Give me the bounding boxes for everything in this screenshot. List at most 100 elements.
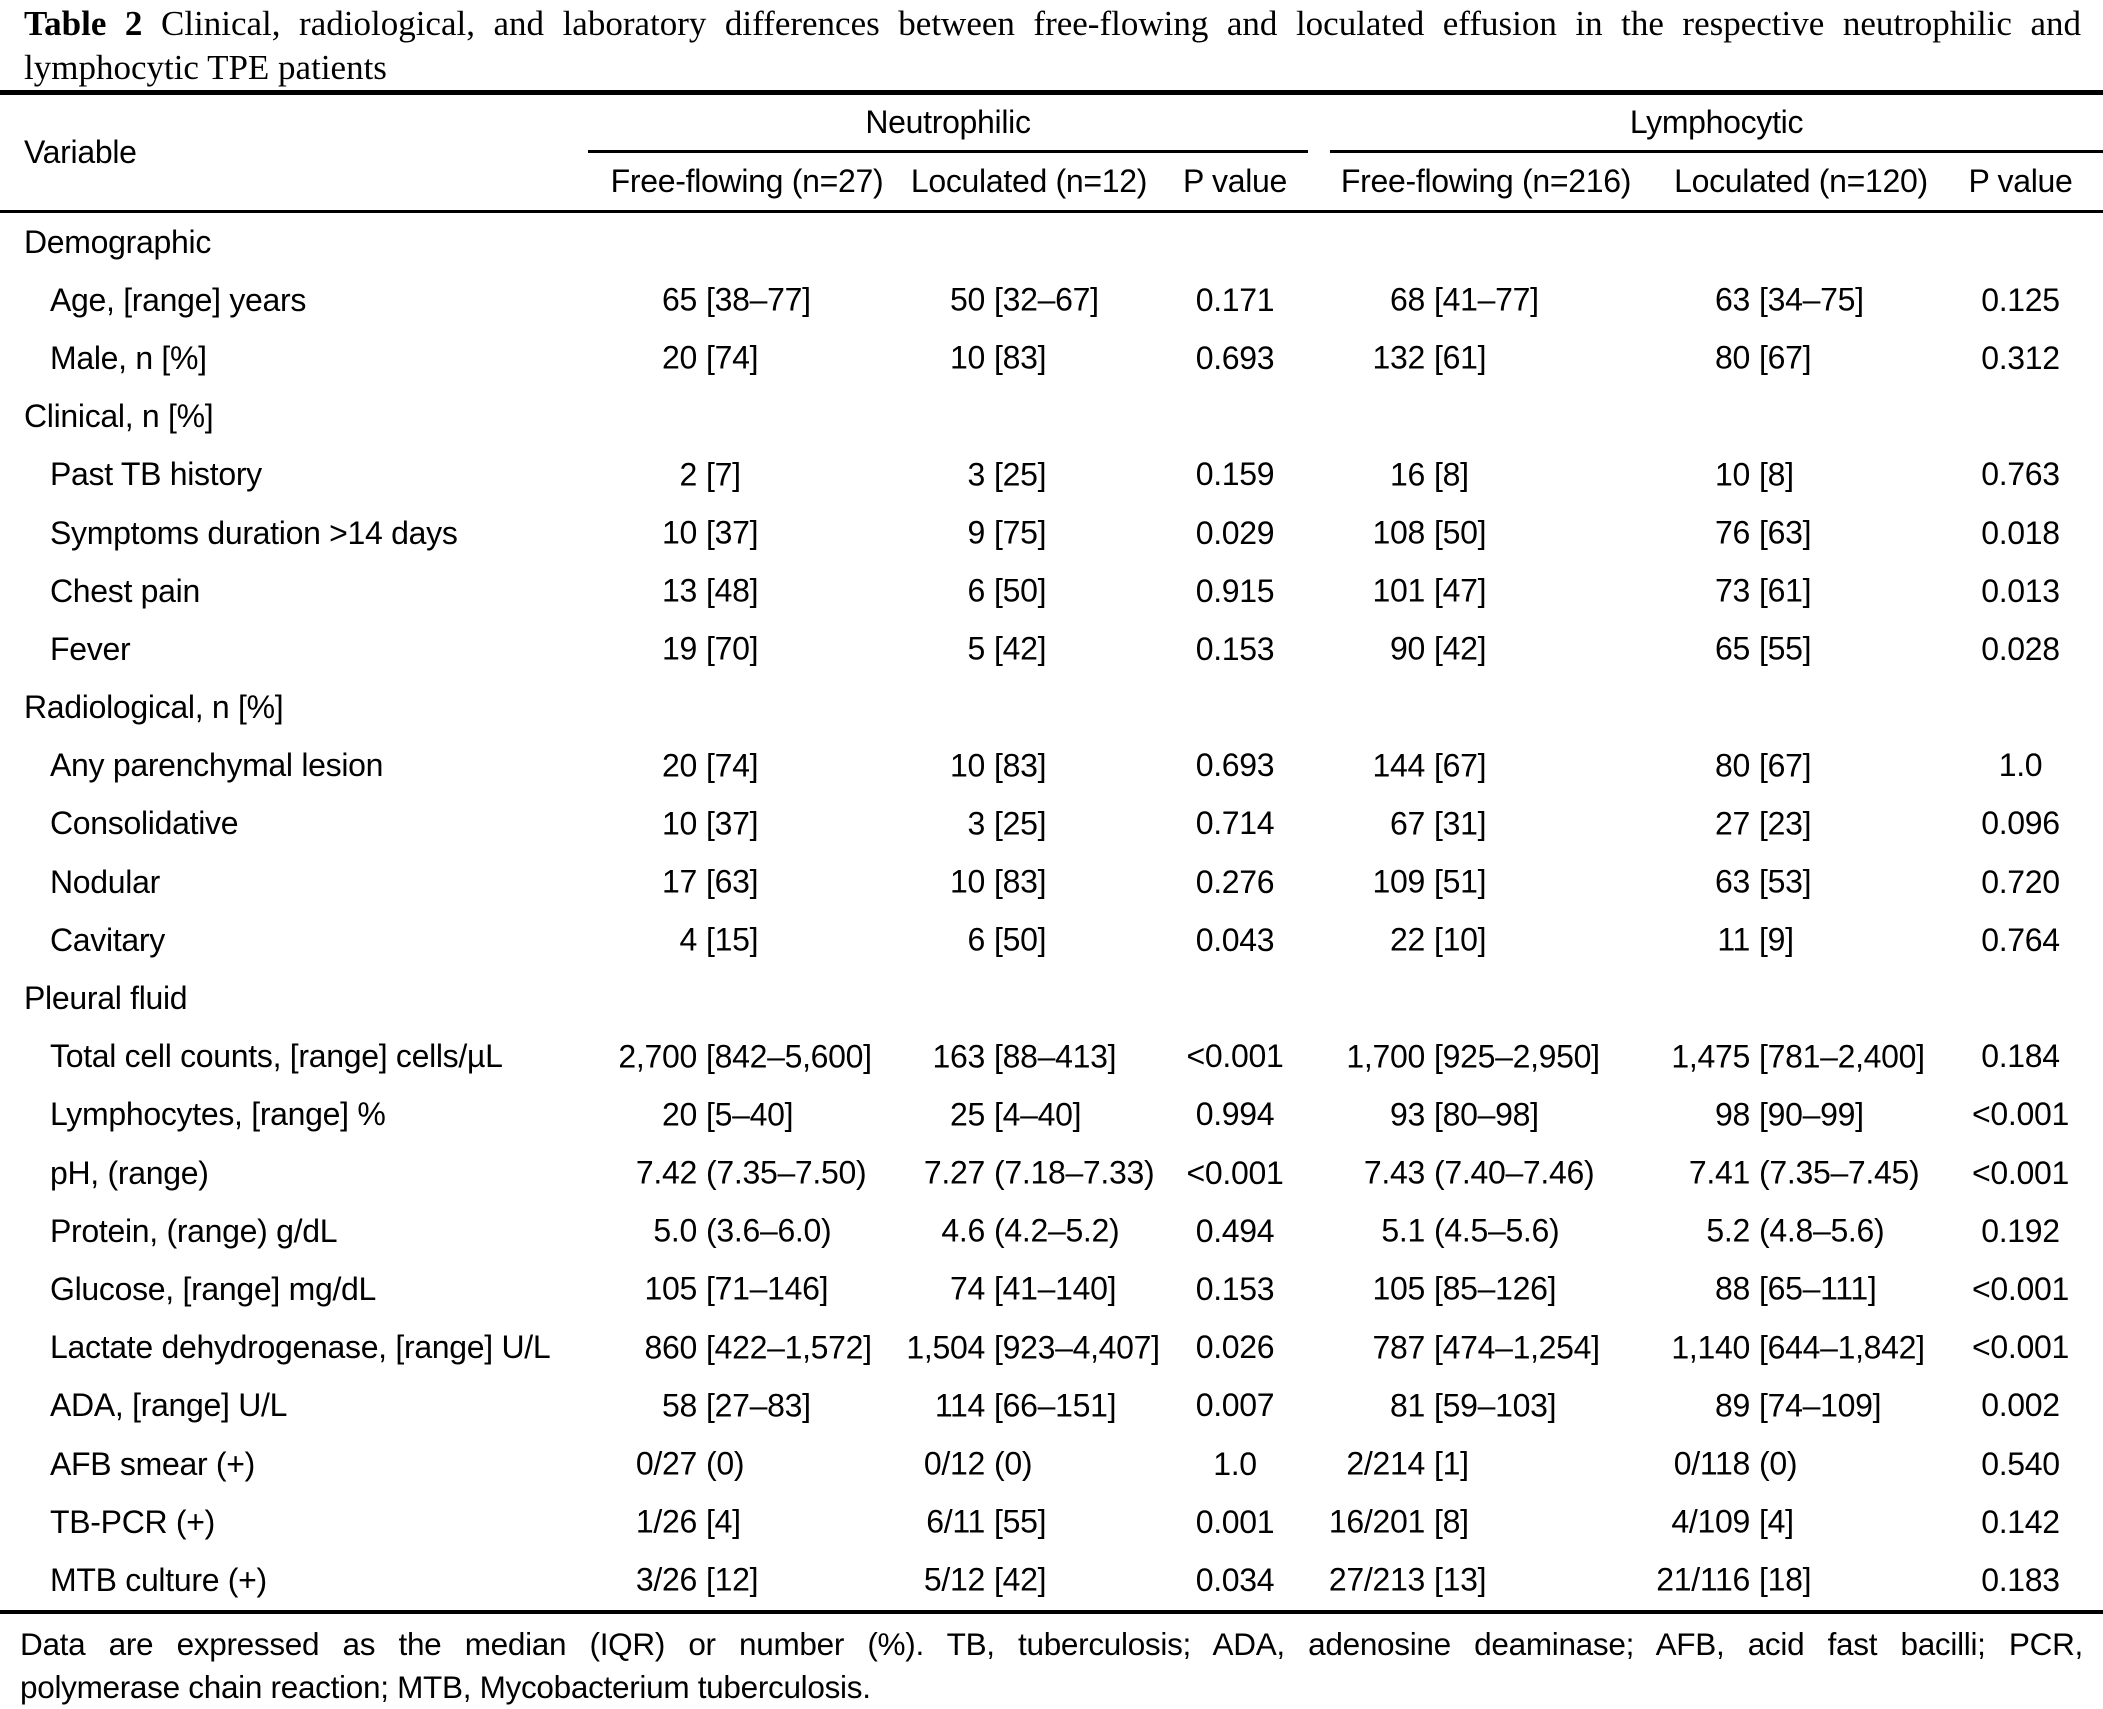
cell-lymphocytic-pvalue: <0.001 <box>1972 1329 2069 1366</box>
cell-number: 10 <box>1715 456 1750 493</box>
cell-number: 98 <box>1715 1096 1750 1133</box>
cell-neutrophilic-free-flowing: 65 [38–77] <box>598 271 896 329</box>
cell-range: [13] <box>1434 1561 1487 1598</box>
cell-lymphocytic-loculated: 10 [8] <box>1664 446 1938 504</box>
cell-number: 67 <box>1390 805 1425 842</box>
cell-number: 2/214 <box>1346 1445 1425 1482</box>
cell-range: [50] <box>1434 514 1487 551</box>
cell-number: 19 <box>662 630 697 667</box>
cell-number: 88 <box>1715 1270 1750 1307</box>
cell-range: [42] <box>1434 630 1487 667</box>
cell-lymphocytic-pvalue: <0.001 <box>1972 1096 2069 1133</box>
cell-number: 860 <box>644 1329 698 1366</box>
cell-number: 65 <box>1715 630 1750 667</box>
cell-range: [8] <box>1759 456 1794 493</box>
table-row: Chest pain 13 [48] 6 [50] 0.915 101 [47] 73… <box>0 562 2103 620</box>
cell-number: 58 <box>662 1387 697 1424</box>
cell-neutrophilic-pvalue: 0.714 <box>1195 805 1275 842</box>
cell-range: [70] <box>706 630 759 667</box>
cell-number: 787 <box>1372 1329 1426 1366</box>
cell-lymphocytic-free-flowing: 144 [67] <box>1308 737 1664 795</box>
cell-range: [88–413] <box>994 1038 1117 1075</box>
col-header-lymphocytic-loculated: Loculated (n=120) <box>1674 163 1928 199</box>
cell-number: 3 <box>967 805 986 842</box>
table-row: Fever 19 [70] 5 [42] 0.153 90 [42] 65 [55] 0… <box>0 620 2103 678</box>
cell-lymphocytic-free-flowing: 67 [31] <box>1308 795 1664 853</box>
row-label: Consolidative <box>50 805 239 842</box>
cell-neutrophilic-pvalue: 1.0 <box>1213 1445 1257 1482</box>
cell-lymphocytic-loculated: 76 [63] <box>1664 504 1938 562</box>
table-header: Variable Neutrophilic Lymphocytic Free-f… <box>0 90 2103 213</box>
row-label: Cavitary <box>50 921 165 958</box>
cell-number: 20 <box>662 747 697 784</box>
table-caption: Table 2 Clinical, radiological, and labo… <box>0 0 2103 90</box>
table-row: Radiological, n [%] <box>0 679 2103 737</box>
cell-range: [37] <box>706 805 759 842</box>
cell-lymphocytic-free-flowing: 16/201 [8] <box>1308 1493 1664 1551</box>
cell-lymphocytic-pvalue: 0.028 <box>1981 630 2060 667</box>
cell-lymphocytic-pvalue: 0.540 <box>1981 1445 2060 1482</box>
cell-number: 9 <box>967 514 986 551</box>
cell-range: [48] <box>706 572 759 609</box>
cell-lymphocytic-pvalue: 0.018 <box>1981 514 2060 551</box>
cell-range: (7.18–7.33) <box>994 1154 1155 1191</box>
row-label: AFB smear (+) <box>50 1445 256 1482</box>
row-label: Fever <box>50 630 131 667</box>
cell-number: 20 <box>662 1096 697 1133</box>
cell-range: [923–4,407] <box>994 1329 1160 1366</box>
row-label: Nodular <box>50 863 160 900</box>
cell-neutrophilic-loculated: 0/12 (0) <box>896 1435 1162 1493</box>
cell-lymphocytic-loculated: 98 [90–99] <box>1664 1086 1938 1144</box>
cell-neutrophilic-loculated: 6/11 [55] <box>896 1493 1162 1551</box>
cell-range: [50] <box>994 921 1047 958</box>
cell-number: 80 <box>1715 747 1750 784</box>
table-row: ADA, [range] U/L 58 [27–83] 114 [66–151] 0… <box>0 1377 2103 1435</box>
cell-number: 163 <box>932 1038 986 1075</box>
cell-neutrophilic-free-flowing: 58 [27–83] <box>598 1377 896 1435</box>
cell-neutrophilic-free-flowing: 7.42 (7.35–7.50) <box>598 1144 896 1202</box>
cell-number: 3/26 <box>635 1561 697 1598</box>
cell-range: (7.40–7.46) <box>1434 1154 1595 1191</box>
cell-number: 0/12 <box>923 1445 985 1482</box>
row-label: Protein, (range) g/dL <box>50 1212 338 1249</box>
cell-range: [61] <box>1434 339 1487 376</box>
cell-range: [644–1,842] <box>1759 1329 1925 1366</box>
cell-lymphocytic-pvalue: 0.142 <box>1981 1503 2060 1540</box>
cell-lymphocytic-free-flowing: 93 [80–98] <box>1308 1086 1664 1144</box>
cell-range: [5–40] <box>706 1096 794 1133</box>
cell-lymphocytic-pvalue: 0.184 <box>1981 1038 2060 1075</box>
cell-number: 4 <box>679 921 698 958</box>
cell-range: [31] <box>1434 805 1487 842</box>
cell-range: [7] <box>706 456 741 493</box>
cell-neutrophilic-free-flowing: 10 [37] <box>598 504 896 562</box>
cell-range: [781–2,400] <box>1759 1038 1925 1075</box>
row-label: Lymphocytes, [range] % <box>50 1096 386 1133</box>
cell-number: 0/27 <box>635 1445 697 1482</box>
cell-range: [75] <box>994 514 1047 551</box>
cell-lymphocytic-free-flowing: 16 [8] <box>1308 446 1664 504</box>
cell-neutrophilic-pvalue: 0.007 <box>1195 1387 1275 1424</box>
table-row: Symptoms duration >14 days 10 [37] 9 [75] … <box>0 504 2103 562</box>
cell-neutrophilic-pvalue: 0.153 <box>1195 1270 1275 1307</box>
cell-neutrophilic-pvalue: 0.153 <box>1195 630 1275 667</box>
row-label: MTB culture (+) <box>50 1561 267 1598</box>
table-row: Any parenchymal lesion 20 [74] 10 [83] 0.6… <box>0 737 2103 795</box>
cell-lymphocytic-free-flowing: 1,700 [925–2,950] <box>1308 1028 1664 1086</box>
cell-range: [4] <box>1759 1503 1794 1540</box>
cell-lymphocytic-free-flowing: 101 [47] <box>1308 562 1664 620</box>
table-row: Consolidative 10 [37] 3 [25] 0.714 67 [31] … <box>0 795 2103 853</box>
col-header-neutrophilic-pvalue: P value <box>1182 163 1288 199</box>
cell-lymphocytic-pvalue: 0.002 <box>1981 1387 2060 1424</box>
cell-number: 109 <box>1372 863 1426 900</box>
cell-range: [842–5,600] <box>706 1038 872 1075</box>
cell-number: 1,504 <box>906 1329 985 1366</box>
cell-lymphocytic-loculated: 21/116 [18] <box>1656 1551 1938 1609</box>
cell-range: [67] <box>1759 747 1812 784</box>
table-row: Nodular 17 [63] 10 [83] 0.276 109 [51] 63 [5… <box>0 853 2103 911</box>
cell-lymphocytic-free-flowing: 108 [50] <box>1308 504 1664 562</box>
row-label: ADA, [range] U/L <box>50 1387 288 1424</box>
cell-lymphocytic-loculated: 11 [9] <box>1664 911 1938 969</box>
cell-lymphocytic-loculated: 63 [53] <box>1664 853 1938 911</box>
row-label: Glucose, [range] mg/dL <box>50 1270 377 1307</box>
cell-lymphocytic-pvalue: 0.764 <box>1981 921 2060 958</box>
